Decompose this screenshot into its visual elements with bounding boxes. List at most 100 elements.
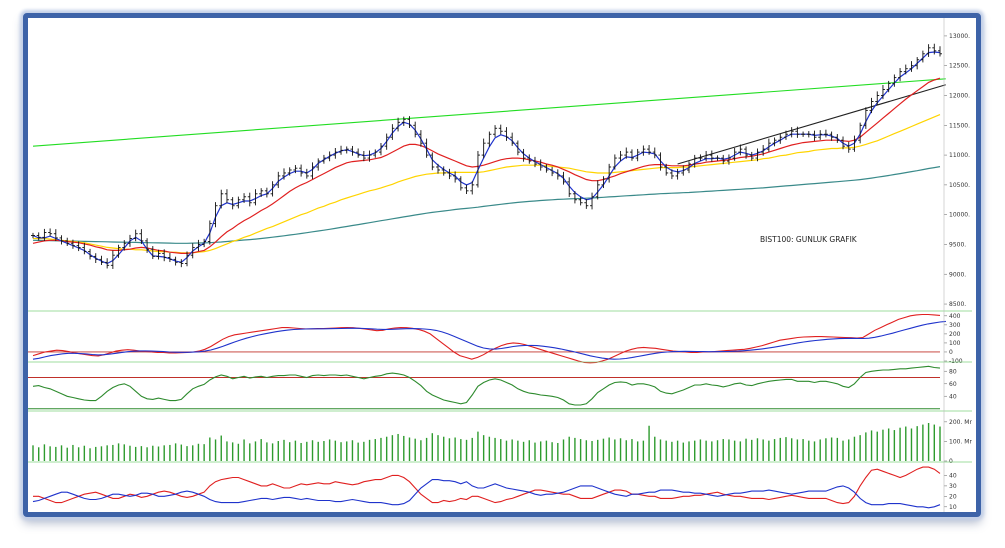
ohlc-bar <box>196 239 201 252</box>
volume-bar <box>808 440 810 461</box>
price-tick-label: 9500. <box>949 241 966 248</box>
ohlc-bar <box>538 159 543 171</box>
volume-bar <box>220 435 222 461</box>
ohlc-bar <box>550 166 555 177</box>
price-tick-label: 9000. <box>949 271 966 278</box>
ohlc-bar <box>99 255 104 266</box>
ohlc-bar <box>156 249 161 260</box>
volume-bar <box>437 435 439 461</box>
ohlc-bar <box>744 146 749 159</box>
volume-bar <box>129 445 131 461</box>
ohlc-bar <box>213 202 218 228</box>
volume-bar <box>654 436 656 461</box>
volume-bar <box>311 440 314 461</box>
volume-bar <box>95 446 97 461</box>
chart-frame: BIST100: GUNLUK GRAFIK 8500. 9000. 9500. 10… <box>23 13 981 517</box>
ohlc-bar <box>207 220 212 245</box>
kirmizi-average-line <box>32 77 941 254</box>
volume-bar <box>500 439 502 461</box>
volume-bar <box>425 437 428 461</box>
ohlc-bar <box>932 43 937 55</box>
ohlc-bar <box>835 134 840 143</box>
ohlc-bar <box>253 189 258 206</box>
ohlc-bar <box>504 127 509 141</box>
price-tick-label: 10000. <box>949 212 970 219</box>
volume-bar <box>671 441 673 461</box>
volume-bar <box>288 442 291 461</box>
volume-bar <box>768 440 770 461</box>
rsi-tick-label: 80 <box>949 368 957 375</box>
volume-bar <box>306 441 308 461</box>
volume-bar <box>711 441 713 461</box>
volume-bar <box>443 436 445 461</box>
price-tick-label: 11500. <box>949 122 970 129</box>
volume-bar <box>134 446 137 461</box>
volume-bar <box>328 439 331 461</box>
ohlc-bar <box>880 84 885 100</box>
ohlc-bar <box>869 97 874 114</box>
volume-bar <box>380 437 382 461</box>
ohlc-bar <box>384 133 389 150</box>
dmi-pane: 10 20 30 40 <box>32 466 957 511</box>
ohlc-bar <box>321 154 326 164</box>
volume-bar <box>528 440 530 461</box>
ohlc-bar <box>36 232 41 241</box>
ohlc-bar <box>692 154 697 168</box>
ohlc-bar <box>578 196 583 206</box>
ohlc-bar <box>635 148 640 162</box>
volume-bar <box>494 437 496 461</box>
volume-bar <box>174 443 177 461</box>
ohlc-bar <box>179 259 184 268</box>
price-tick-label: 8500. <box>949 301 966 308</box>
volume-bar <box>334 440 337 461</box>
ohlc-bar <box>31 232 35 239</box>
ohlc-bar <box>852 135 857 152</box>
volume-bar <box>192 445 194 461</box>
volume-bar <box>231 442 234 461</box>
ohlc-bar <box>48 228 53 237</box>
volume-bar <box>488 436 491 461</box>
volume-bar <box>197 443 200 461</box>
volume-bar <box>203 444 205 461</box>
volume-bar <box>922 424 924 461</box>
ohlc-bar <box>475 150 480 188</box>
ohlc-bar <box>761 145 766 156</box>
volume-bar <box>77 447 80 461</box>
volume-bar <box>848 439 850 461</box>
ohlc-bar <box>647 145 652 155</box>
ohlc-bar <box>789 127 794 138</box>
volume-bar <box>545 440 548 461</box>
volume-bar <box>226 441 228 461</box>
volume-bar <box>346 441 348 461</box>
ohlc-bar <box>841 136 846 150</box>
volume-bar <box>460 439 462 461</box>
volume-bar <box>602 438 605 461</box>
ohlc-bar <box>498 124 503 135</box>
volume-bar <box>283 439 285 461</box>
ohlc-bar <box>572 191 577 204</box>
ohlc-bar <box>920 50 925 63</box>
volume-bar <box>83 445 86 461</box>
volume-pane: 0 100. Mr 200. Mr <box>32 419 972 465</box>
volume-bar <box>340 442 342 461</box>
ohlc-bar <box>481 138 486 159</box>
volume-bar <box>557 442 559 461</box>
volume-bar <box>910 428 913 461</box>
ohlc-bar <box>601 176 606 189</box>
ohlc-bar <box>304 168 309 179</box>
volume-bar <box>859 435 861 461</box>
volume-bar <box>865 432 867 461</box>
volume-bar <box>357 442 359 461</box>
ohlc-bar <box>145 238 150 253</box>
chart-annotation: BIST100: GUNLUK GRAFIK <box>760 235 858 244</box>
volume-bar <box>249 443 251 461</box>
ohlc-bar <box>687 161 692 174</box>
volume-bar <box>539 441 542 461</box>
rsi-tick-label: 60 <box>949 381 957 388</box>
volume-bar <box>465 439 468 461</box>
volume-bar <box>517 440 519 461</box>
ohlc-bar <box>783 130 788 140</box>
ohlc-bar <box>766 138 771 152</box>
volume-bar <box>186 446 188 461</box>
ohlc-bar <box>236 196 241 209</box>
